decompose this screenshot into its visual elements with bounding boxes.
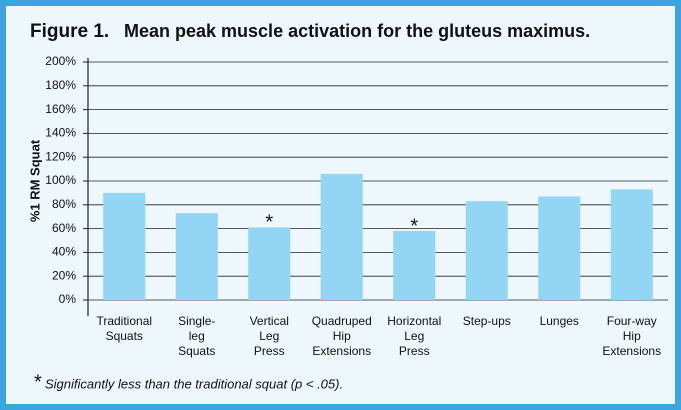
x-tick-label: Horizontal Leg Press bbox=[387, 314, 441, 358]
bar bbox=[465, 201, 508, 300]
y-tick-label: 140% bbox=[45, 126, 76, 140]
bar bbox=[175, 213, 218, 300]
x-tick-label: Vertical Leg Press bbox=[250, 314, 289, 358]
bar bbox=[103, 192, 146, 300]
y-tick-label: 40% bbox=[52, 245, 76, 259]
y-tick-label: 100% bbox=[45, 173, 76, 187]
y-tick-label: 120% bbox=[45, 149, 76, 163]
x-tick-label: Step-ups bbox=[463, 314, 511, 328]
bar bbox=[538, 196, 581, 300]
x-tick-label: Traditional Squats bbox=[96, 314, 152, 343]
y-tick-label: 80% bbox=[52, 197, 76, 211]
footnote: Significantly less than the traditional … bbox=[45, 376, 343, 391]
y-tick-label: 160% bbox=[45, 102, 76, 116]
y-tick-label: 0% bbox=[59, 292, 77, 306]
x-tick-label: Single-leg Squats bbox=[178, 314, 215, 358]
y-tick-label: 20% bbox=[52, 268, 76, 282]
bar-note: * bbox=[265, 212, 273, 234]
y-tick-label: 200% bbox=[45, 54, 76, 68]
title-label: Figure 1. bbox=[30, 21, 109, 42]
y-axis-label: %1 RM Squat bbox=[27, 139, 42, 222]
bar bbox=[248, 227, 291, 300]
y-tick-label: 60% bbox=[52, 221, 76, 235]
x-tick-label: Four-way Hip Extensions bbox=[602, 314, 661, 358]
bar bbox=[393, 230, 436, 300]
footnote-mark: * bbox=[34, 371, 42, 393]
bar bbox=[610, 189, 653, 300]
chart-title: Mean peak muscle activation for the glut… bbox=[124, 21, 590, 41]
bar bbox=[320, 173, 363, 300]
x-tick-label: Quadruped Hip Extensions bbox=[312, 314, 372, 358]
y-tick-label: 180% bbox=[45, 78, 76, 92]
bar-note: * bbox=[410, 215, 418, 237]
x-tick-label: Lunges bbox=[540, 314, 579, 328]
